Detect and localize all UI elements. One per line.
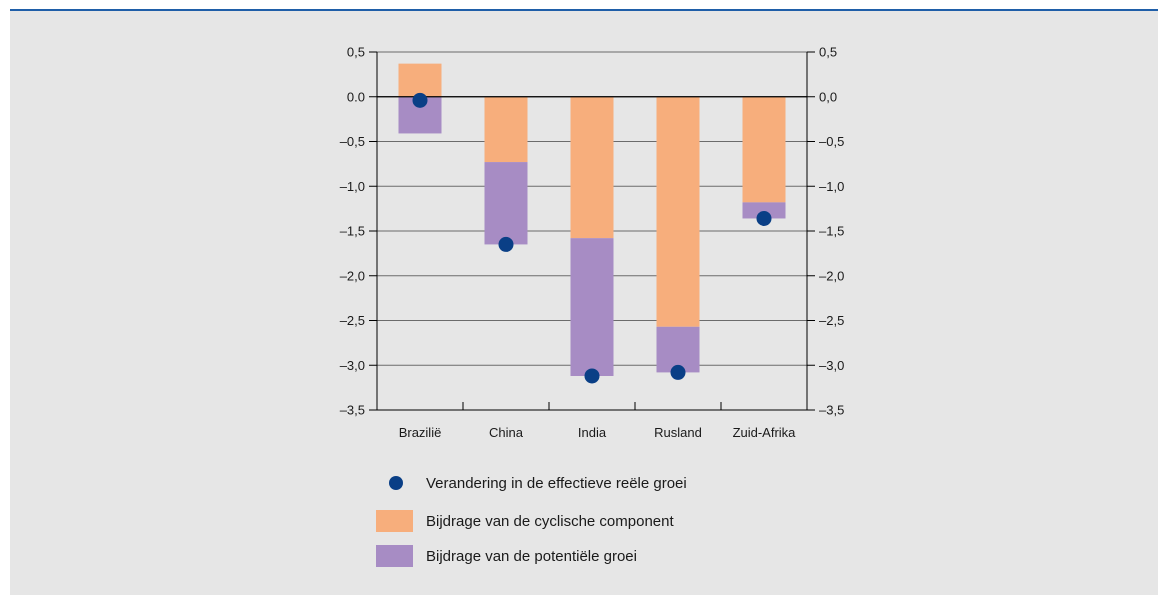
- y-tick-label-right: –1,0: [819, 179, 844, 194]
- x-tick-label: China: [489, 425, 524, 440]
- x-tick-label: Zuid-Afrika: [733, 425, 797, 440]
- y-tick-label-right: –1,5: [819, 224, 844, 239]
- y-tick-label-right: –3,0: [819, 358, 844, 373]
- y-tick-label-right: 0,5: [819, 45, 837, 60]
- bar-cyclical-2: [570, 96, 614, 239]
- y-tick-label-left: 0,5: [347, 45, 365, 60]
- y-tick-label-left: –2,5: [340, 313, 365, 328]
- y-tick-label-right: –2,5: [819, 313, 844, 328]
- bar-cyclical-4: [742, 96, 786, 203]
- legend-swatch-dot: [389, 476, 403, 490]
- x-tick-label: Brazilië: [399, 425, 442, 440]
- bar-cyclical-0: [398, 63, 442, 97]
- y-tick-label-left: –3,0: [340, 358, 365, 373]
- legend-label: Bijdrage van de cyclische component: [426, 512, 674, 530]
- y-tick-label-left: –1,5: [340, 224, 365, 239]
- top-accent-rule: [10, 9, 1158, 11]
- bar-potential-4: [742, 202, 786, 219]
- y-tick-label-left: –0,5: [340, 134, 365, 149]
- x-tick-label: India: [578, 425, 607, 440]
- legend-swatch-potential: [376, 545, 413, 567]
- legend-swatch-cyclical: [376, 510, 413, 532]
- bar-potential-3: [656, 326, 700, 373]
- x-tick-label: Rusland: [654, 425, 702, 440]
- bar-potential-1: [484, 162, 528, 245]
- point-actual-growth-2: [584, 368, 600, 384]
- y-tick-label-right: 0,0: [819, 89, 837, 104]
- y-tick-label-left: 0.0: [347, 89, 365, 104]
- bar-cyclical-3: [656, 96, 700, 327]
- point-actual-growth-4: [756, 210, 772, 226]
- bar-potential-2: [570, 238, 614, 376]
- point-actual-growth-1: [498, 236, 514, 252]
- legend-label: Verandering in de effectieve reële groei: [426, 474, 687, 492]
- legend-label: Bijdrage van de potentiële groei: [426, 547, 637, 565]
- y-tick-label-right: –0,5: [819, 134, 844, 149]
- point-actual-growth-3: [670, 364, 686, 380]
- point-actual-growth-0: [412, 92, 428, 108]
- y-tick-label-right: –2,0: [819, 268, 844, 283]
- y-tick-label-right: –3,5: [819, 403, 844, 418]
- y-tick-label-left: –1,0: [340, 179, 365, 194]
- bar-cyclical-1: [484, 96, 528, 163]
- y-tick-label-left: –2,0: [340, 268, 365, 283]
- y-tick-label-left: –3,5: [340, 403, 365, 418]
